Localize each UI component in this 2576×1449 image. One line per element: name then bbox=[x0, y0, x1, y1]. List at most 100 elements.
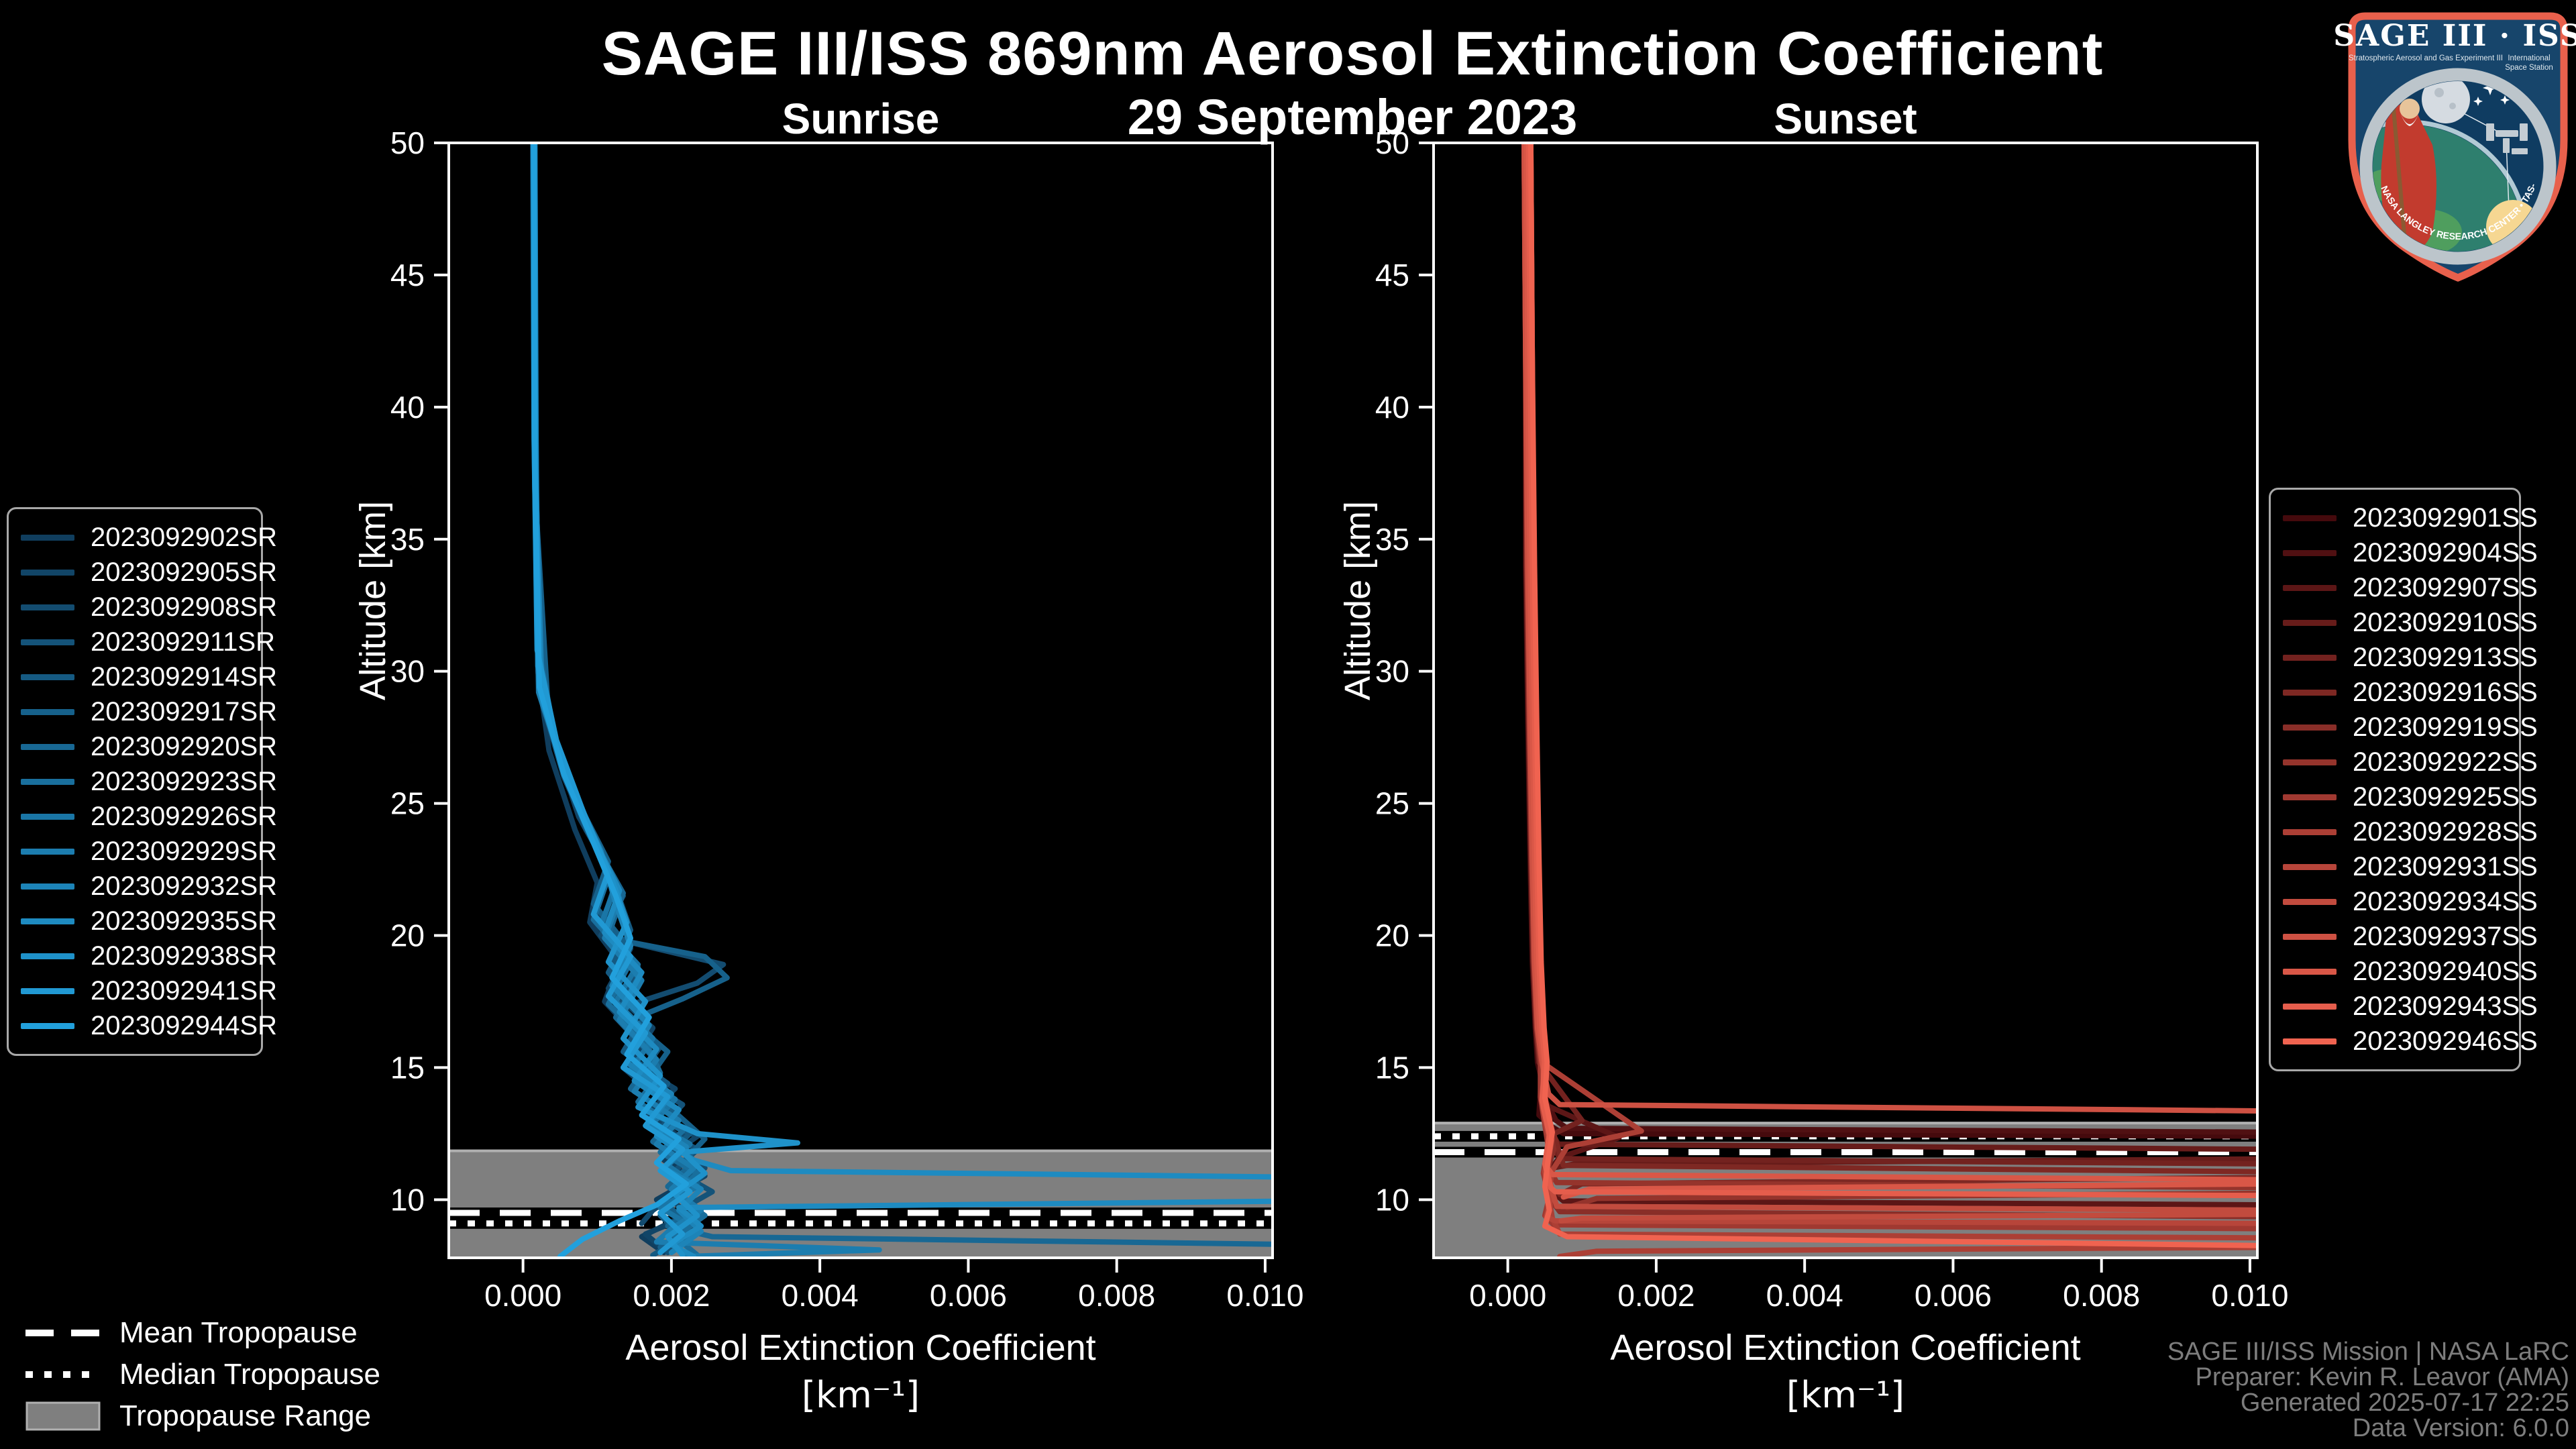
x-tick-label: 0.000 bbox=[1469, 1278, 1546, 1313]
plot-spine bbox=[447, 142, 1274, 1259]
legend-item: 2023092938SR bbox=[21, 938, 277, 973]
legend-swatch bbox=[2283, 1003, 2337, 1010]
legend-label: 2023092935SR bbox=[91, 906, 278, 936]
y-tick-label: 45 bbox=[1375, 258, 1409, 292]
legend-swatch bbox=[2283, 1038, 2337, 1044]
legend-label: 2023092925SS bbox=[2353, 782, 2538, 812]
profile-line-2023092929SR bbox=[531, 143, 882, 1258]
tropopause-range-legend-item: Tropopause Range bbox=[25, 1395, 380, 1437]
sunset-legend: 2023092901SS 2023092904SS 2023092907SS 2023… bbox=[2269, 488, 2538, 1071]
profile-line-2023092934SS bbox=[1527, 143, 2257, 1224]
legend-swatch bbox=[2283, 794, 2337, 800]
profile-line-2023092916SS bbox=[1523, 143, 2257, 1197]
legend-label: 2023092931SS bbox=[2353, 851, 2538, 881]
legend-swatch bbox=[2283, 933, 2337, 940]
mean-tropopause-label: Mean Tropopause bbox=[119, 1316, 358, 1349]
legend-label: 2023092926SR bbox=[91, 801, 278, 831]
legend-item: 2023092907SS bbox=[2283, 570, 2538, 605]
legend-swatch bbox=[21, 674, 74, 680]
sunrise-chart: 0.000 0.002 0.004 0.006 0.008 0.010 10 15 20 25 30… bbox=[390, 125, 1304, 1313]
sunset-panel-title: Sunset bbox=[1774, 95, 1917, 143]
legend-swatch bbox=[2283, 654, 2337, 661]
attribution-data-version: Data Version: 6.0.0 bbox=[2352, 1414, 2569, 1442]
legend-label: 2023092944SR bbox=[91, 1010, 278, 1040]
x-tick-label: 0.004 bbox=[1766, 1278, 1843, 1313]
attribution-generated: Generated 2025-07-17 22:25 bbox=[2240, 1389, 2569, 1417]
legend-item: 2023092929SR bbox=[21, 834, 277, 869]
profile-line-2023092913SS bbox=[1521, 143, 2257, 1167]
y-tick-label: 35 bbox=[390, 522, 425, 557]
legend-label: 2023092928SS bbox=[2353, 816, 2538, 847]
y-tick-label: 30 bbox=[1375, 654, 1409, 689]
logo-moon bbox=[2422, 81, 2470, 123]
profile-line-2023092907SS bbox=[1525, 143, 2257, 1208]
legend-swatch bbox=[2283, 689, 2337, 696]
legend-swatch bbox=[21, 813, 74, 820]
legend-item: 2023092940SS bbox=[2283, 954, 2538, 989]
legend-label: 2023092922SS bbox=[2353, 747, 2538, 777]
legend-item: 2023092910SS bbox=[2283, 605, 2538, 640]
legend-swatch bbox=[2283, 828, 2337, 835]
attribution-mission: SAGE III/ISS Mission | NASA LaRC bbox=[2167, 1338, 2569, 1366]
profile-line-2023092919SS bbox=[1525, 143, 2257, 1220]
y-tick-label: 20 bbox=[390, 918, 425, 953]
x-tick-label: 0.000 bbox=[484, 1278, 561, 1313]
legend-item: 2023092946SS bbox=[2283, 1024, 2538, 1059]
legend-item: 2023092902SR bbox=[21, 520, 277, 555]
legend-label: 2023092914SR bbox=[91, 661, 278, 692]
x-tick-label: 0.010 bbox=[2211, 1278, 2288, 1313]
legend-label: 2023092917SR bbox=[91, 696, 278, 727]
logo-subtitle-right-1: International bbox=[2508, 54, 2550, 62]
profile-line-2023092925SS bbox=[1521, 143, 2257, 1232]
legend-label: 2023092929SR bbox=[91, 836, 278, 866]
mission-patch-logo: SAGE III · ISS Stratospheric Aerosol and… bbox=[2333, 2, 2576, 282]
y-tick-label: 45 bbox=[390, 258, 425, 292]
legend-swatch bbox=[2283, 619, 2337, 626]
legend-item: 2023092920SR bbox=[21, 729, 277, 764]
x-tick-label: 0.006 bbox=[930, 1278, 1007, 1313]
y-tick-label: 15 bbox=[390, 1050, 425, 1085]
profile-line-2023092911SR bbox=[532, 143, 715, 1256]
median-tropopause-legend-item: Median Tropopause bbox=[25, 1354, 380, 1395]
y-tick-label: 50 bbox=[1375, 125, 1409, 160]
legend-label: 2023092907SS bbox=[2353, 572, 2538, 602]
logo-title: SAGE III · ISS bbox=[2333, 19, 2576, 53]
legend-label: 2023092916SS bbox=[2353, 677, 2538, 707]
y-tick-label: 15 bbox=[1375, 1050, 1409, 1085]
logo-subtitle-left: Stratospheric Aerosol and Gas Experiment… bbox=[2349, 54, 2503, 62]
legend-item: 2023092926SR bbox=[21, 799, 277, 834]
tropopause-range-swatch bbox=[25, 1401, 101, 1431]
x-tick-label: 0.010 bbox=[1226, 1278, 1303, 1313]
legend-item: 2023092904SS bbox=[2283, 535, 2538, 570]
legend-item: 2023092914SR bbox=[21, 659, 277, 694]
legend-item: 2023092937SS bbox=[2283, 919, 2538, 954]
profile-line-2023092940SS bbox=[1523, 143, 2257, 1200]
logo-moon-crater bbox=[2434, 88, 2444, 97]
profile-line-2023092937SS bbox=[1521, 143, 2257, 1114]
legend-item: 2023092908SR bbox=[21, 590, 277, 625]
mean-tropopause-swatch bbox=[25, 1330, 101, 1336]
legend-item: 2023092928SS bbox=[2283, 814, 2538, 849]
legend-item: 2023092935SR bbox=[21, 904, 277, 938]
x-tick-label: 0.008 bbox=[1078, 1278, 1155, 1313]
profile-line-2023092922SS bbox=[1527, 143, 2257, 1211]
legend-swatch bbox=[21, 987, 74, 994]
legend-swatch bbox=[21, 1022, 74, 1029]
legend-label: 2023092911SR bbox=[91, 627, 276, 657]
legend-label: 2023092941SR bbox=[91, 975, 278, 1006]
legend-label: 2023092904SS bbox=[2353, 537, 2538, 568]
legend-item: 2023092944SR bbox=[21, 1008, 277, 1043]
legend-item: 2023092943SS bbox=[2283, 989, 2538, 1024]
legend-label: 2023092923SR bbox=[91, 766, 278, 796]
profile-line-2023092904SS bbox=[1523, 143, 2257, 1135]
attribution-preparer: Preparer: Kevin R. Leavor (AMA) bbox=[2195, 1363, 2569, 1391]
legend-label: 2023092934SS bbox=[2353, 886, 2538, 916]
legend-swatch bbox=[2283, 549, 2337, 556]
legend-item: 2023092922SS bbox=[2283, 745, 2538, 780]
legend-item: 2023092917SR bbox=[21, 694, 277, 729]
sunrise-x-axis-label: Aerosol Extinction Coefficient bbox=[625, 1328, 1096, 1368]
plot-spine bbox=[1432, 142, 2259, 1259]
sunset-x-axis-units: [km⁻¹] bbox=[1786, 1374, 1905, 1416]
date-subtitle: 29 September 2023 bbox=[1127, 89, 1578, 145]
